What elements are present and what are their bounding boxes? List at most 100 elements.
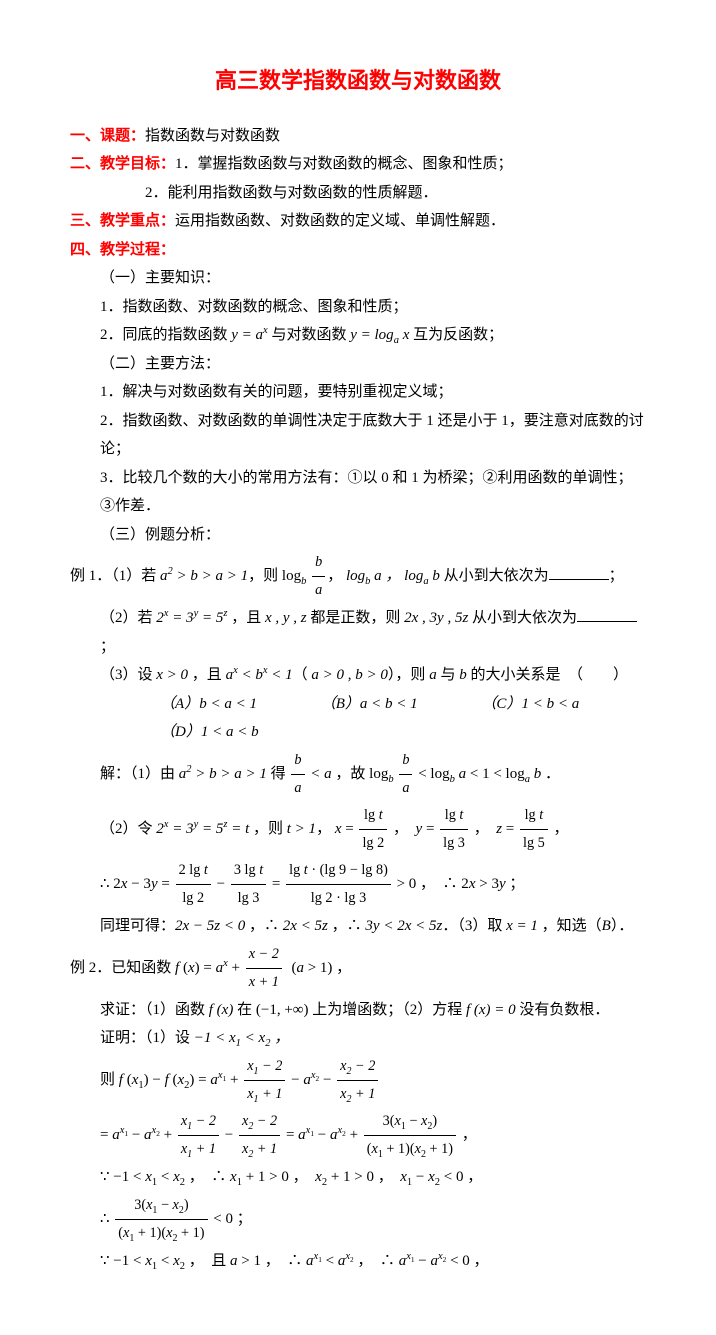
- math-yax: y = ax: [231, 327, 267, 343]
- pf1-a: 证明：（1）设: [100, 1030, 194, 1046]
- section-4: 四、教学过程：: [70, 236, 646, 265]
- choice-a: （A）b < a < 1: [160, 696, 287, 712]
- choice-b: （B）a < b < 1: [321, 696, 448, 712]
- ex2-qa: 已知函数: [111, 960, 175, 976]
- math-xyz: x , y , z: [265, 610, 307, 626]
- math-logab: loga b: [404, 568, 440, 584]
- ex1-choices: （A）b < a < 1 （B）a < b < 1 （C）1 < b < a （…: [70, 690, 646, 747]
- ex1-q2c: 都是正数，则: [307, 610, 405, 626]
- sol1a: 解：（1）由: [100, 766, 179, 782]
- ex2-pf2: 则 f (x1) − f (x2) = ax1 + x1 − 2x1 + 1 −…: [70, 1053, 646, 1108]
- math-fx0: f (x) = 0: [466, 1002, 516, 1018]
- choice-c: （C）1 < b < a: [481, 696, 609, 712]
- math-sol-cond: a2 > b > a > 1: [179, 766, 267, 782]
- s2-item1: 1．掌握指数函数与对数函数的概念、图象和性质；: [175, 156, 513, 172]
- p2-heading: （二）主要方法：: [70, 350, 646, 379]
- ex1-q3f: 的大小关系是 （ ）: [467, 667, 628, 683]
- math-line2: = ax1 − ax2 + x1 − 2x1 + 1 − x2 − 2x2 + …: [100, 1127, 477, 1143]
- ex1-q3b: ，且: [188, 667, 226, 683]
- ex1-q2d: 从小到大依次为: [468, 610, 577, 626]
- math-ba-a: ba < a: [289, 766, 331, 782]
- blank-2: [577, 606, 637, 622]
- p3-heading: （三）例题分析：: [70, 521, 646, 550]
- ex2-pf1: 证明：（1）设 −1 < x1 < x2 ，: [70, 1024, 646, 1053]
- math-x1: x = 1: [506, 918, 538, 934]
- s1-text: 指数函数与对数函数: [145, 128, 280, 144]
- blank-1: [549, 564, 609, 580]
- ex2-pf4: ∵ −1 < x1 < x2 ， ∴ x1 + 1 > 0 ， x2 + 1 >…: [70, 1163, 646, 1192]
- p1-l2: 2．同底的指数函数 y = ax 与对数函数 y = loga x 互为反函数；: [70, 321, 646, 350]
- math-chain: 3y < 2x < 5z: [365, 918, 442, 934]
- example-1: 例 1．（1）若 a2 > b > a > 1，则 logb ba， logb …: [70, 549, 646, 604]
- math-logb-frac: logb ba: [282, 568, 327, 584]
- math-fdiff: f (x1) − f (x2) = ax1 + x1 − 2x1 + 1 − a…: [119, 1072, 381, 1088]
- math-a0b0: a > 0 , b > 0: [311, 667, 388, 683]
- math-int: (−1, +∞): [256, 1002, 309, 1018]
- math-ansB: B: [602, 918, 611, 934]
- pf2a: 则: [100, 1072, 119, 1088]
- s2-label: 二、教学目标：: [70, 156, 175, 172]
- ex2-pf3: = ax1 − ax2 + x1 − 2x1 + 1 − x2 − 2x2 + …: [70, 1108, 646, 1163]
- ex1-q3a: （3）设: [100, 667, 156, 683]
- prove-c: 上为增函数；（2）方程: [308, 1002, 466, 1018]
- sol2b: ，则: [249, 821, 287, 837]
- p2-l2: 2．指数函数、对数函数的单调性决定于底数大于 1 还是小于 1，要注意对底数的讨…: [70, 407, 646, 464]
- s3-label: 三、教学重点：: [70, 213, 175, 229]
- p2-l1: 1．解决与对数函数有关的问题，要特别重视定义域；: [70, 378, 646, 407]
- ex1-q2b: ，且: [227, 610, 265, 626]
- s1-label: 一、课题：: [70, 128, 145, 144]
- math-2x5z: 2x < 5z: [283, 918, 328, 934]
- p1-l2a: 2．同底的指数函数: [100, 327, 231, 343]
- math-t1: t > 1: [287, 821, 316, 837]
- math-pf5: ∴ 3(x1 − x2)(x1 + 1)(x2 + 1) < 0 ；: [100, 1211, 252, 1227]
- ex1-q1d: 从小到大依次为: [440, 568, 549, 584]
- math-set: −1 < x1 < x2 ，: [194, 1030, 289, 1046]
- sol1c: ，故: [332, 766, 370, 782]
- sol2j: ，知选（: [538, 918, 602, 934]
- math-x0: x > 0: [156, 667, 188, 683]
- math-pf6: ∵ −1 < x1 < x2 ， 且 a > 1 ， ∴ ax1 < ax2 ，…: [100, 1253, 489, 1269]
- math-fx: f (x) = ax + x − 2x + 1 (a > 1): [175, 960, 332, 976]
- ex1-q3d: ），则: [388, 667, 429, 683]
- choice-d: （D）1 < a < b: [160, 724, 289, 740]
- math-axbx: ax < bx < 1: [226, 667, 293, 683]
- ex1-q1b: ，则: [248, 568, 282, 584]
- prove-b: 在: [233, 1002, 256, 1018]
- sol2c: ，: [316, 821, 335, 837]
- ex2-pf6: ∵ −1 < x1 < x2 ， 且 a > 1 ， ∴ ax1 < ax2 ，…: [70, 1247, 646, 1276]
- example-2: 例 2．已知函数 f (x) = ax + x − 2x + 1 (a > 1)…: [70, 941, 646, 996]
- s3-text: 运用指数函数、对数函数的定义域、单调性解题．: [175, 213, 505, 229]
- prove-d: 没有负数根．: [516, 1002, 610, 1018]
- math-b: b: [459, 667, 467, 683]
- math-a: a: [429, 667, 437, 683]
- ex1-sol1: 解：（1）由 a2 > b > a > 1 得 ba < a ，故 logb b…: [70, 747, 646, 802]
- ex1-q2a: （2）若: [100, 610, 156, 626]
- ex1-q3: （3）设 x > 0 ，且 ax < bx < 1（ a > 0 , b > 0…: [70, 661, 646, 690]
- math-235: 2x = 3y = 5z: [156, 610, 227, 626]
- page-title: 高三数学指数函数与对数函数: [70, 60, 646, 102]
- sol2h: ，∴: [328, 918, 366, 934]
- p1-l2b: 与对数函数: [268, 327, 351, 343]
- ex2-pf5: ∴ 3(x1 − x2)(x1 + 1)(x2 + 1) < 0 ；: [70, 1192, 646, 1247]
- p1-l1: 1．指数函数、对数函数的概念、图象和性质；: [70, 293, 646, 322]
- section-3: 三、教学重点：运用指数函数、对数函数的定义域、单调性解题．: [70, 207, 646, 236]
- sol2f: 同理可得：: [100, 918, 175, 934]
- math-logchain: logb ba < logb a < 1 < loga b ．: [369, 766, 560, 782]
- math-2x3y5z: 2x , 3y , 5z: [404, 610, 468, 626]
- sol2i: ．（3）取: [442, 918, 506, 934]
- sol1b: 得: [267, 766, 290, 782]
- ex1-q1c: ，: [327, 568, 346, 584]
- ex1-label: 例 1．: [70, 568, 111, 584]
- math-pf4: ∵ −1 < x1 < x2 ， ∴ x1 + 1 > 0 ， x2 + 1 >…: [100, 1169, 482, 1185]
- ex1-q2: （2）若 2x = 3y = 5z ，且 x , y , z 都是正数，则 2x…: [70, 604, 646, 661]
- sol2a: （2）令: [100, 821, 156, 837]
- ex2-prove: 求证：（1）函数 f (x) 在 (−1, +∞) 上为增函数；（2）方程 f …: [70, 996, 646, 1025]
- p1-l2c: 互为反函数；: [409, 327, 503, 343]
- math-logba: logb a ，: [346, 568, 400, 584]
- math-2x5z0: 2x − 5z < 0: [175, 918, 245, 934]
- ex1-sol2b: ∴ 2x − 3y = 2 lg tlg 2 − 3 lg tlg 3 = lg…: [70, 857, 646, 912]
- section-2: 二、教学目标：1．掌握指数函数与对数函数的概念、图象和性质；: [70, 150, 646, 179]
- ex2-label: 例 2．: [70, 960, 111, 976]
- s4-label: 四、教学过程：: [70, 242, 175, 258]
- sol2g: ，∴: [245, 918, 283, 934]
